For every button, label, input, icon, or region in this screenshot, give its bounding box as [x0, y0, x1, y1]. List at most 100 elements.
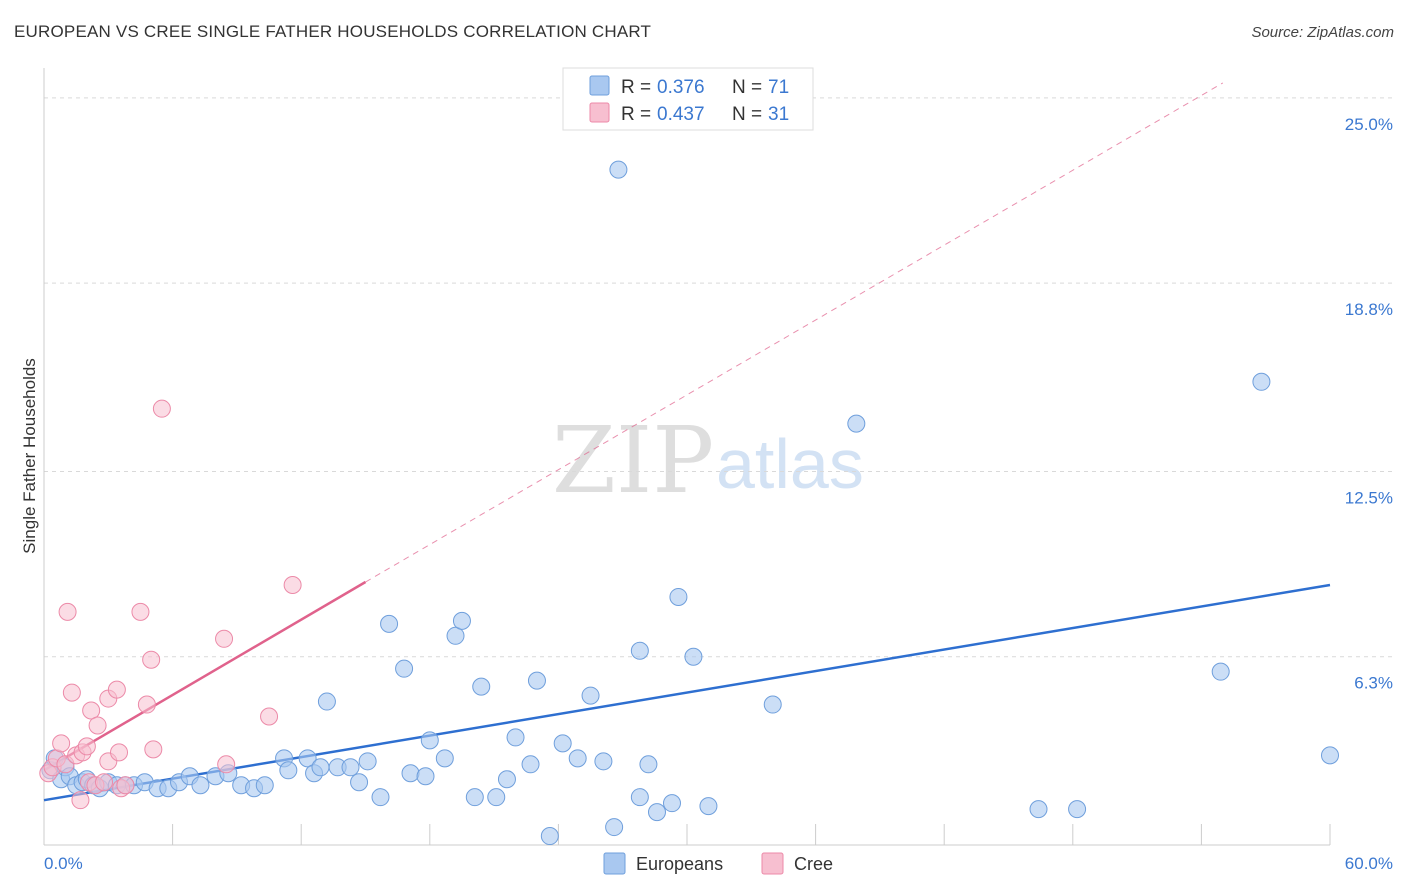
cree-trend-line-extended: [365, 82, 1224, 583]
europeans-point: [594, 752, 613, 771]
legend-europeans-r-label: R =: [621, 77, 651, 98]
legend-cree-swatch: [589, 102, 610, 123]
watermark-zip: ZIP: [552, 407, 714, 514]
europeans-point: [568, 749, 587, 768]
europeans-point: [279, 761, 298, 780]
europeans-point: [609, 160, 628, 179]
europeans-point: [497, 770, 516, 789]
europeans-point: [506, 728, 525, 747]
europeans-point: [191, 776, 210, 795]
europeans-point: [416, 767, 435, 786]
cree-point: [58, 602, 77, 621]
europeans-point: [605, 818, 624, 837]
europeans-point: [341, 758, 360, 777]
legend-europeans-r-value: 0.376: [657, 77, 705, 98]
europeans-point: [639, 755, 658, 774]
legend-box: R = 0.376 N = 71 R = 0.437 N = 31: [562, 67, 814, 131]
europeans-point: [647, 803, 666, 822]
europeans-points: [41, 160, 1339, 846]
europeans-point: [1252, 372, 1271, 391]
europeans-point: [446, 626, 465, 645]
europeans-point: [465, 788, 484, 807]
europeans-point: [662, 794, 681, 813]
europeans-point: [669, 587, 688, 606]
cree-point: [142, 650, 161, 669]
cree-point: [110, 743, 129, 762]
legend-cree-r-value: 0.437: [657, 104, 705, 125]
europeans-point: [395, 659, 414, 678]
cree-point: [131, 602, 150, 621]
bottom-legend-europeans-swatch: [603, 852, 626, 875]
y-tick-label: 25.0%: [1345, 115, 1393, 134]
y-tick-label: 6.3%: [1354, 674, 1393, 693]
europeans-point: [699, 797, 718, 816]
source-label: Source: ZipAtlas.com: [1251, 24, 1394, 41]
y-tick-label: 18.8%: [1345, 300, 1393, 319]
grid-lines: [44, 97, 1394, 658]
cree-point: [215, 629, 234, 648]
europeans-point: [527, 671, 546, 690]
legend-cree-r-label: R =: [621, 104, 651, 125]
trend-lines: [43, 82, 1331, 802]
bottom-legend-cree-swatch: [761, 852, 784, 875]
europeans-point: [487, 788, 506, 807]
bottom-legend: Europeans Cree: [603, 852, 833, 875]
cree-point: [95, 773, 114, 792]
europeans-point: [553, 734, 572, 753]
cree-points: [39, 399, 302, 810]
cree-point: [217, 755, 236, 774]
europeans-point: [350, 773, 369, 792]
europeans-point: [1068, 800, 1087, 819]
europeans-point: [452, 611, 471, 630]
cree-point: [152, 399, 171, 418]
europeans-point: [317, 692, 336, 711]
legend-cree-n-value: 31: [768, 104, 789, 125]
europeans-point: [401, 764, 420, 783]
cree-point: [116, 776, 135, 795]
europeans-trend-line: [43, 583, 1331, 802]
europeans-point: [311, 758, 330, 777]
legend-europeans-swatch: [589, 75, 610, 96]
europeans-point: [684, 647, 703, 666]
bottom-legend-europeans-label: Europeans: [636, 854, 723, 874]
cree-point: [260, 707, 279, 726]
cree-point: [107, 680, 126, 699]
x-tick-label-min: 0.0%: [44, 854, 83, 873]
watermark: ZIP atlas: [552, 407, 864, 514]
europeans-point: [298, 749, 317, 768]
cree-point: [77, 737, 96, 756]
y-tick-labels: 6.3% 12.5% 18.8% 25.0%: [1345, 115, 1393, 693]
europeans-point: [255, 776, 274, 795]
europeans-point: [1029, 800, 1048, 819]
cree-point: [283, 576, 302, 595]
legend-europeans-n-label: N =: [732, 77, 762, 98]
x-tick-label-max: 60.0%: [1345, 854, 1393, 873]
bottom-legend-cree-label: Cree: [794, 854, 833, 874]
cree-point: [62, 683, 81, 702]
legend-europeans-n-value: 71: [768, 77, 789, 98]
europeans-point: [380, 614, 399, 633]
cree-point: [88, 716, 107, 735]
cree-trend-line: [43, 580, 367, 772]
chart-title: EUROPEAN VS CREE SINGLE FATHER HOUSEHOLD…: [14, 22, 652, 41]
x-tick-labels: 0.0% 60.0%: [44, 854, 1393, 873]
europeans-point: [763, 695, 782, 714]
europeans-point: [1321, 746, 1339, 765]
europeans-point: [630, 641, 649, 660]
legend-cree-n-label: N =: [732, 104, 762, 125]
cree-point: [71, 791, 90, 810]
europeans-point: [435, 749, 454, 768]
watermark-atlas: atlas: [716, 425, 864, 503]
y-axis-label: Single Father Households: [20, 358, 39, 554]
europeans-point: [1211, 662, 1230, 681]
europeans-point: [420, 731, 439, 750]
europeans-point: [847, 414, 866, 433]
y-tick-label: 12.5%: [1345, 488, 1393, 507]
europeans-point: [472, 677, 491, 696]
cree-point: [144, 740, 163, 759]
europeans-point: [371, 788, 390, 807]
cree-point: [137, 695, 156, 714]
europeans-point: [358, 752, 377, 771]
europeans-point: [521, 755, 540, 774]
